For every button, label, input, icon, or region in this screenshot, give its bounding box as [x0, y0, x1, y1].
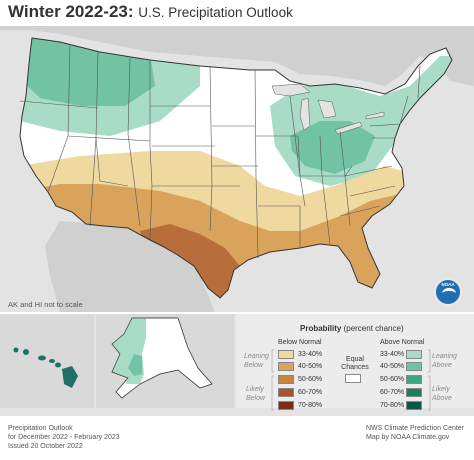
alaska-likely-above: [128, 354, 142, 376]
label-likely-above: Likely Above: [432, 386, 452, 402]
swatch-below-1: [278, 362, 294, 371]
swatch-above-0: [406, 350, 422, 359]
swatch-below-4: [278, 401, 294, 410]
state-borders: [19, 45, 421, 259]
inset-panels: [0, 314, 474, 416]
swatch-above-1: [406, 362, 422, 371]
label-leaning-above: Leaning Above: [432, 353, 457, 369]
footer-right-line2: Map by NOAA Climate.gov: [366, 434, 450, 441]
footer-right-line1: NWS Climate Prediction Center: [366, 425, 465, 432]
label-below-4: 70-80%: [298, 402, 323, 409]
noaa-gull-icon: [442, 288, 456, 299]
label-above-3: 60-70%: [380, 389, 405, 396]
swatch-above-4: [406, 401, 422, 410]
legend-below-header: Below Normal: [278, 339, 322, 346]
footer-left: Precipitation Outlook for December 2022 …: [8, 424, 120, 451]
swatch-equal-chances: [345, 374, 361, 383]
label-above-4: 70-80%: [380, 402, 405, 409]
label-above-1: 40-50%: [380, 363, 405, 370]
hawaii-panel: [0, 314, 94, 408]
footer-left-line1: Precipitation Outlook: [8, 425, 73, 432]
map-title-main: Winter 2022-23:: [8, 2, 134, 21]
noaa-logo: NOAA: [434, 278, 462, 306]
swatch-above-3: [406, 388, 422, 397]
legend-title-main: Probability: [300, 324, 342, 333]
label-below-3: 60-70%: [298, 389, 323, 396]
footer-right: NWS Climate Prediction Center Map by NOA…: [366, 424, 464, 442]
mexico-land: [45, 221, 215, 312]
alaska-outline: [111, 317, 213, 399]
legend-panel: [236, 314, 474, 408]
lake-michigan: [299, 97, 311, 131]
swatch-below-2: [278, 375, 294, 384]
swatch-below-3: [278, 388, 294, 397]
map-title-sub: U.S. Precipitation Outlook: [138, 5, 293, 20]
canada-land: [0, 26, 474, 86]
label-leaning-below: Leaning Below: [244, 353, 269, 369]
footer-left-line2: for December 2022 - February 2023: [8, 434, 120, 441]
legend-above-header: Above Normal: [380, 339, 425, 346]
map-note: AK and HI not to scale: [8, 300, 83, 309]
swatch-above-2: [406, 375, 422, 384]
legend-title: Probability (percent chance): [300, 324, 404, 333]
label-likely-below: Likely Below: [246, 386, 266, 402]
us-outline: [19, 37, 453, 299]
label-below-0: 33-40%: [298, 351, 323, 358]
label-equal-chances: Equal Chances: [341, 356, 369, 371]
ohio-valley-likely-above: [290, 121, 375, 174]
conus-precipitation-map: [0, 26, 474, 312]
swatch-below-0: [278, 350, 294, 359]
label-below-2: 50-60%: [298, 376, 323, 383]
map-title: Winter 2022-23: U.S. Precipitation Outlo…: [8, 2, 293, 22]
label-above-0: 33-40%: [380, 351, 405, 358]
footer-left-line3: Issued 20 October 2022: [8, 443, 83, 450]
label-above-2: 50-60%: [380, 376, 405, 383]
noaa-logo-text: NOAA: [441, 282, 455, 287]
lake-huron: [317, 99, 337, 119]
lake-erie: [334, 121, 363, 135]
hawaii-islands: [13, 347, 78, 388]
label-below-1: 40-50%: [298, 363, 323, 370]
legend-title-suffix: (percent chance): [343, 324, 404, 333]
legend-brackets: [271, 349, 431, 411]
lake-superior: [271, 83, 311, 97]
lake-ontario: [365, 111, 385, 120]
